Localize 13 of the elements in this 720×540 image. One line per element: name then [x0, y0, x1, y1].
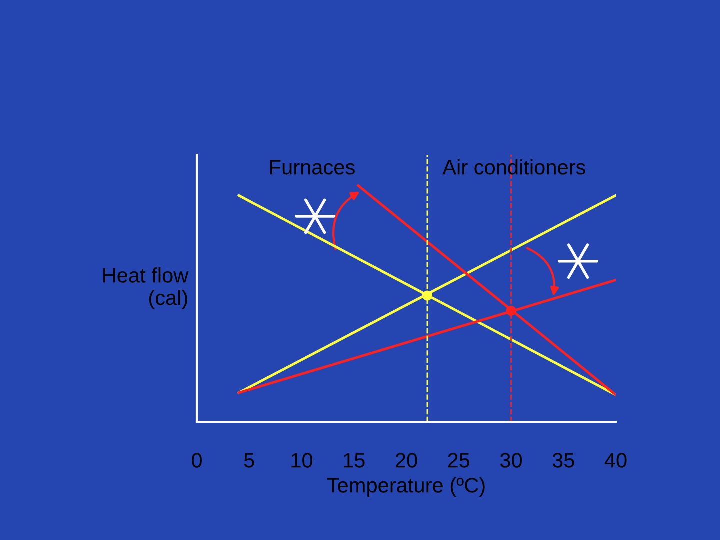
x-tick-label: 0	[192, 453, 202, 468]
x-tick-label: 10	[292, 453, 313, 468]
y-axis-title: Heat flow (cal)	[104, 268, 189, 310]
x-tick-label: 5	[244, 453, 254, 468]
x-tick-label: 30	[500, 453, 522, 468]
x-tick-label: 35	[552, 453, 574, 468]
x-tick-label: 40	[604, 453, 627, 468]
x-tick-label: 25	[448, 453, 470, 468]
x-tick-label: 15	[344, 453, 365, 468]
x-axis-title: Temperature (ºC)	[327, 478, 485, 497]
text: Air conditioners	[442, 159, 586, 175]
text: Furnaces	[270, 160, 355, 175]
x-tick-label: 20	[396, 453, 418, 468]
